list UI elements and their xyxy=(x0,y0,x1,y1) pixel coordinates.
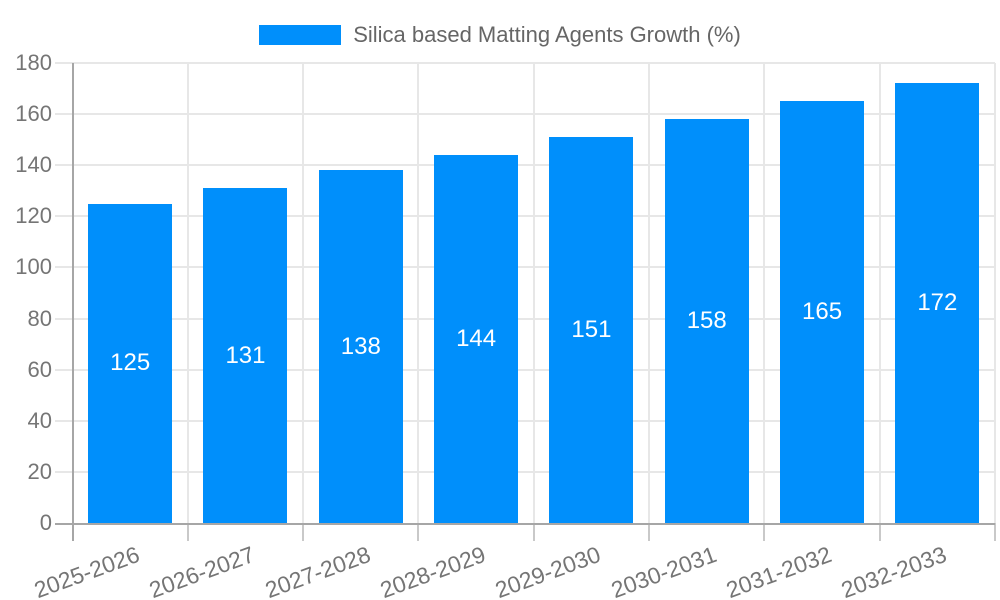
y-tick-label: 120 xyxy=(15,203,52,229)
y-tick-label: 60 xyxy=(27,356,52,382)
bar-value-label: 131 xyxy=(225,341,266,369)
horizontal-gridline xyxy=(55,470,995,473)
bar[interactable] xyxy=(434,155,519,523)
horizontal-gridline xyxy=(55,368,995,371)
vertical-gridline xyxy=(878,63,881,523)
x-axis-tick xyxy=(417,523,420,541)
vertical-gridline xyxy=(417,63,420,523)
bar-value-label: 125 xyxy=(110,349,151,377)
legend[interactable]: Silica based Matting Agents Growth (%) xyxy=(0,22,1000,48)
x-axis-tick xyxy=(994,523,996,541)
bar-value-label: 151 xyxy=(571,316,612,344)
x-axis-line xyxy=(55,523,995,525)
x-axis-tick xyxy=(648,523,651,541)
bar[interactable] xyxy=(895,83,980,523)
vertical-gridline xyxy=(186,63,189,523)
horizontal-gridline xyxy=(55,215,995,218)
y-tick-label: 40 xyxy=(27,407,52,433)
vertical-gridline xyxy=(302,63,305,523)
x-axis-tick xyxy=(186,523,189,541)
horizontal-gridline xyxy=(55,317,995,320)
y-tick-label: 160 xyxy=(15,101,52,127)
y-tick-label: 20 xyxy=(27,458,52,484)
vertical-gridline xyxy=(994,63,996,523)
vertical-gridline xyxy=(763,63,766,523)
bar-value-label: 165 xyxy=(802,298,843,326)
horizontal-gridline xyxy=(55,113,995,116)
x-axis-tick xyxy=(532,523,535,541)
bar[interactable] xyxy=(88,203,173,523)
legend-swatch xyxy=(259,25,342,45)
x-axis-tick xyxy=(302,523,305,541)
bar-value-label: 172 xyxy=(917,289,958,317)
bar[interactable] xyxy=(664,119,749,523)
horizontal-gridline xyxy=(55,164,995,167)
vertical-gridline xyxy=(648,63,651,523)
bar[interactable] xyxy=(318,170,403,523)
vertical-gridline xyxy=(532,63,535,523)
y-tick-label: 140 xyxy=(15,152,52,178)
horizontal-gridline xyxy=(55,62,995,64)
bar-value-label: 138 xyxy=(340,332,381,360)
bar[interactable] xyxy=(549,137,634,523)
x-axis-tick xyxy=(878,523,881,541)
y-tick-label: 180 xyxy=(15,50,52,75)
bar[interactable] xyxy=(203,188,288,523)
legend-label: Silica based Matting Agents Growth (%) xyxy=(353,22,741,47)
y-tick-label: 80 xyxy=(27,305,52,331)
bar-value-label: 144 xyxy=(456,325,497,352)
y-tick-label: 0 xyxy=(39,510,52,535)
bar[interactable] xyxy=(780,101,865,523)
x-axis-tick xyxy=(763,523,766,541)
bar-value-label: 158 xyxy=(686,307,727,335)
horizontal-gridline xyxy=(55,419,995,422)
horizontal-gridline xyxy=(55,266,995,269)
y-axis-line xyxy=(71,63,74,541)
y-tick-label: 100 xyxy=(15,254,52,280)
